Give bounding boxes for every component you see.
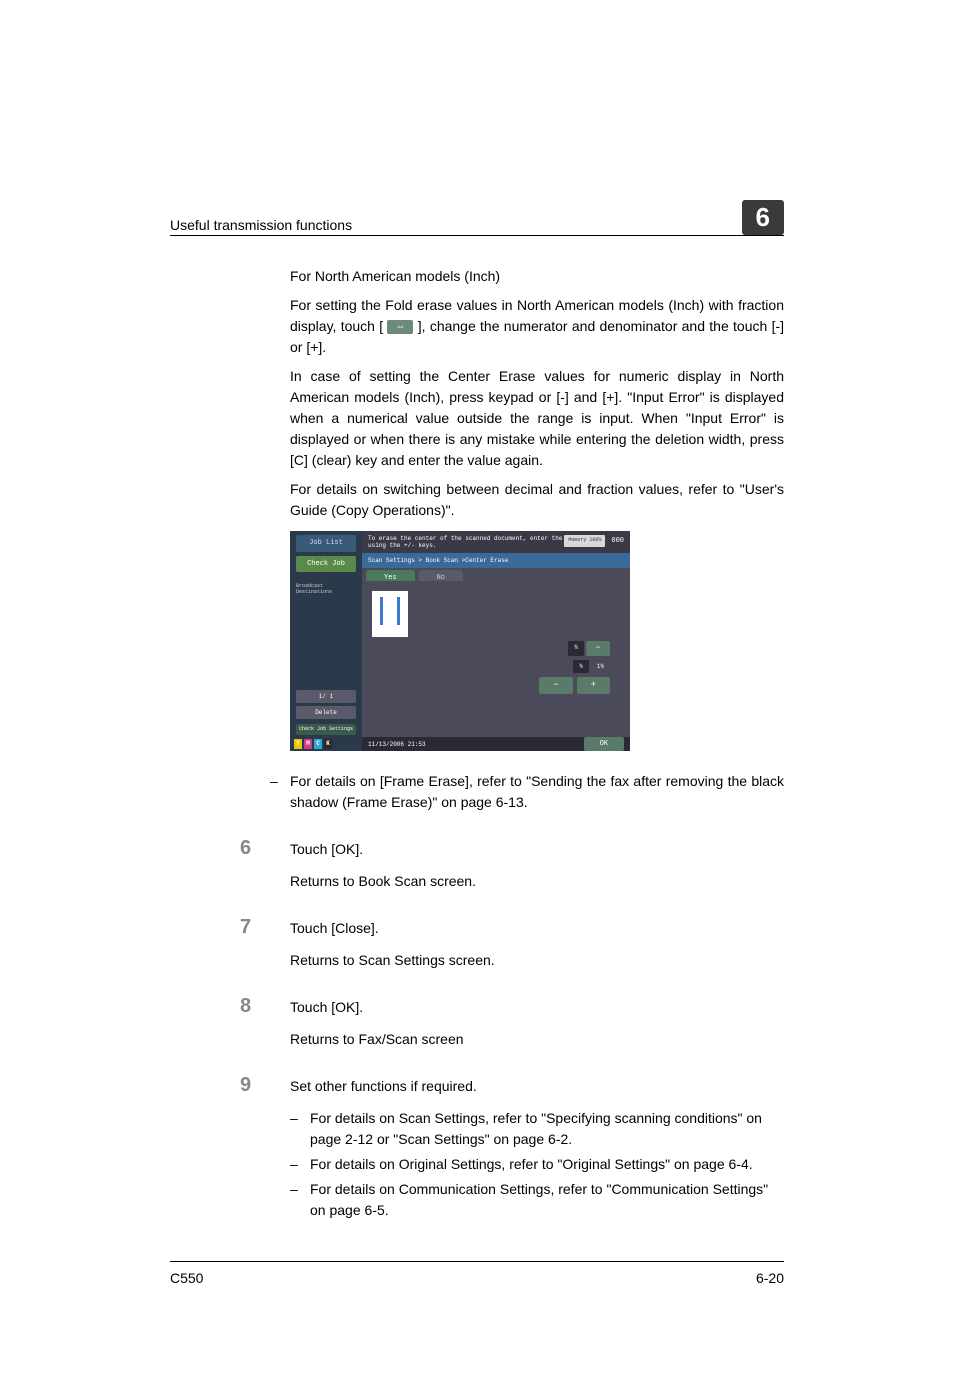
paragraph-2: For setting the Fold erase values in Nor… — [290, 295, 784, 358]
swap-button[interactable]: ⇔ — [586, 641, 610, 656]
count: 000 — [611, 536, 624, 547]
step-7-sub: Returns to Scan Settings screen. — [290, 950, 784, 971]
dash: – — [290, 1179, 310, 1221]
fraction-row: ¾ ⇔ — [539, 641, 610, 656]
step-number: 8 — [170, 991, 290, 1021]
step-9: 9 Set other functions if required. — [170, 1070, 784, 1100]
pager: 1/ 1 — [296, 690, 356, 703]
ss-topright: Memory 100% 000 — [564, 535, 624, 547]
paragraph-3: In case of setting the Center Erase valu… — [290, 366, 784, 471]
sub-bullet-text: For details on Communication Settings, r… — [310, 1179, 784, 1221]
section-title: Useful transmission functions — [170, 217, 352, 233]
step-text: Touch [OK]. — [290, 997, 784, 1018]
paragraph-1: For North American models (Inch) — [290, 266, 784, 287]
plus-button[interactable]: + — [577, 677, 610, 695]
memory-badge: Memory 100% — [564, 535, 605, 547]
controls: ¾ ⇔ ¾ 1¾ − + — [539, 641, 610, 694]
toner-c: C — [314, 739, 322, 749]
sub-bullet-3: – For details on Communication Settings,… — [290, 1179, 784, 1221]
sub-bullet-2: – For details on Original Settings, refe… — [290, 1154, 784, 1175]
toner-y: Y — [294, 739, 302, 749]
toner-m: M — [304, 739, 312, 749]
step-number: 7 — [170, 912, 290, 942]
step-6: 6 Touch [OK]. — [170, 833, 784, 863]
step-8: 8 Touch [OK]. — [170, 991, 784, 1021]
bullet-frame-erase: – For details on [Frame Erase], refer to… — [270, 771, 784, 813]
device-screenshot: Job List Check Job Broadcast Destination… — [290, 531, 630, 751]
frac-numerator: ¾ — [568, 641, 584, 656]
ss-footer: 11/13/2006 21:53 OK — [362, 737, 630, 751]
step-7: 7 Touch [Close]. — [170, 912, 784, 942]
step-number: 6 — [170, 833, 290, 863]
step-text: Touch [OK]. — [290, 839, 784, 860]
sub-bullet-1: – For details on Scan Settings, refer to… — [290, 1108, 784, 1150]
step-text: Set other functions if required. — [290, 1076, 784, 1097]
ss-body: ¾ ⇔ ¾ 1¾ − + — [362, 581, 630, 737]
page-preview — [372, 591, 408, 637]
minus-button[interactable]: − — [539, 677, 572, 695]
dash: – — [290, 1154, 310, 1175]
ss-sidebar: Job List Check Job Broadcast Destination… — [290, 531, 362, 751]
ss-main: Memory 100% 000 To erase the center of t… — [362, 531, 630, 751]
dash: – — [290, 1108, 310, 1150]
breadcrumb: Scan Settings > Book Scan >Center Erase — [362, 553, 630, 568]
fraction-row-2: ¾ 1¾ — [539, 660, 610, 673]
dash: – — [270, 771, 290, 813]
ok-button[interactable]: OK — [584, 737, 624, 752]
paragraph-4: For details on switching between decimal… — [290, 479, 784, 521]
step-number: 9 — [170, 1070, 290, 1100]
preview-bar-left — [380, 597, 383, 625]
delete-button[interactable]: Delete — [296, 706, 356, 719]
check-settings-button[interactable]: Check Job Settings — [296, 724, 356, 736]
bullet-text: For details on [Frame Erase], refer to "… — [290, 771, 784, 813]
sub-bullet-text: For details on Scan Settings, refer to "… — [310, 1108, 784, 1150]
step-8-sub: Returns to Fax/Scan screen — [290, 1029, 784, 1050]
step-text: Touch [Close]. — [290, 918, 784, 939]
step-6-sub: Returns to Book Scan screen. — [290, 871, 784, 892]
sub-bullet-text: For details on Original Settings, refer … — [310, 1154, 784, 1175]
frac-denominator-left: ¾ — [573, 660, 589, 673]
datetime: 11/13/2006 21:53 — [368, 740, 426, 749]
toner-indicators: Y M C K — [294, 739, 332, 749]
page-footer: C550 6-20 — [170, 1261, 784, 1286]
frac-denominator: 1¾ — [591, 660, 610, 673]
page-header: Useful transmission functions 6 — [170, 200, 784, 236]
swap-icon-inline: ⇔ — [387, 320, 413, 334]
checkjob-button[interactable]: Check Job — [296, 556, 356, 573]
joblist-button[interactable]: Job List — [296, 535, 356, 552]
plus-minus-row: − + — [539, 677, 610, 695]
left-label: Broadcast Destinations — [296, 584, 356, 595]
toner-k: K — [324, 739, 332, 749]
footer-page: 6-20 — [756, 1270, 784, 1286]
chapter-number: 6 — [742, 200, 784, 235]
preview-bar-right — [397, 597, 400, 625]
footer-model: C550 — [170, 1270, 203, 1286]
